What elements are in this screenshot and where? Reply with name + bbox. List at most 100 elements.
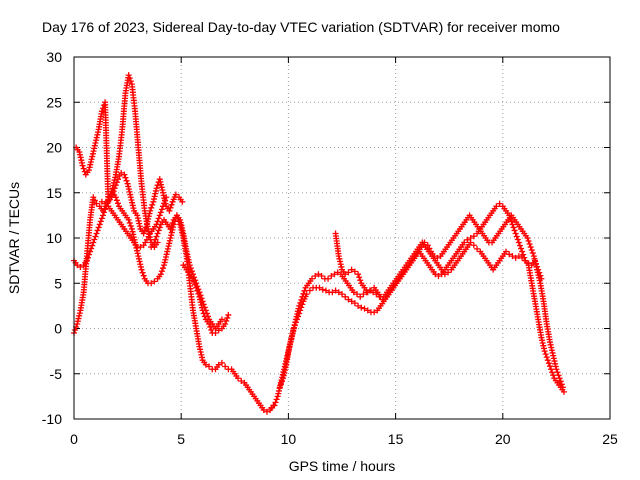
data-point (435, 273, 442, 280)
data-point-fill (97, 218, 104, 225)
data-point (329, 289, 336, 296)
data-point (325, 275, 332, 282)
data-point-fill (113, 197, 120, 204)
data-point-fill (520, 251, 527, 258)
data-point (143, 236, 150, 243)
data-point-fill (192, 281, 199, 288)
data-point (461, 239, 468, 246)
plot-frame (73, 56, 611, 420)
data-point (98, 198, 105, 205)
data-point (151, 278, 158, 285)
data-point-fill (101, 209, 108, 216)
data-point (121, 171, 128, 178)
data-point (238, 377, 245, 384)
data-point (138, 266, 145, 273)
y-tick-label: -5 (50, 366, 63, 382)
data-point (96, 221, 103, 228)
data-point-fill (169, 219, 176, 226)
data-point (222, 363, 229, 370)
data-point (156, 212, 163, 219)
data-point-fill (152, 236, 159, 243)
data-point (153, 185, 160, 192)
data-point-fill (516, 242, 523, 249)
data-point-fill (176, 218, 183, 225)
data-point-fill (149, 201, 156, 208)
data-point (268, 405, 275, 412)
data-point-fill (123, 177, 130, 184)
data-point (342, 271, 349, 278)
data-point (350, 289, 357, 296)
data-point-fill (114, 200, 121, 207)
data-point (90, 239, 97, 246)
data-point (496, 200, 503, 207)
data-point (173, 212, 180, 219)
data-point-fill (141, 227, 148, 234)
data-point-fill (513, 233, 520, 240)
data-point (354, 291, 361, 298)
data-point (470, 233, 477, 240)
data-point-fill (142, 224, 149, 231)
series-track-1 (71, 72, 161, 337)
data-point (159, 203, 166, 210)
data-point (512, 254, 519, 261)
data-points (71, 72, 567, 415)
data-point (515, 239, 522, 246)
data-point (339, 291, 345, 298)
data-point (364, 307, 371, 314)
grid-lines (74, 57, 610, 419)
data-point-fill (127, 78, 134, 85)
data-point (351, 300, 358, 307)
data-point-fill (113, 179, 120, 186)
data-point (74, 262, 81, 269)
data-point (464, 236, 471, 243)
data-point (140, 230, 147, 237)
data-point-fill (167, 204, 174, 211)
data-point-fill (194, 287, 201, 294)
data-point-fill (508, 218, 515, 225)
data-point (544, 357, 551, 364)
data-point-fill (92, 233, 99, 240)
data-point (515, 253, 522, 260)
data-point (77, 263, 84, 270)
data-point (474, 245, 481, 252)
data-point (357, 293, 364, 300)
x-tick-label: 0 (70, 431, 78, 447)
data-point (316, 284, 323, 291)
data-point (90, 194, 97, 201)
data-point (154, 230, 161, 237)
data-point (153, 221, 160, 228)
data-point (114, 176, 121, 183)
data-point-fill (511, 227, 518, 234)
data-point (328, 273, 335, 280)
data-point-fill (554, 369, 561, 376)
data-point-fill (555, 372, 562, 379)
data-point (371, 309, 378, 316)
data-point (308, 275, 315, 282)
data-point (355, 271, 362, 278)
data-point (93, 200, 100, 207)
data-point-fill (161, 200, 168, 207)
data-point-fill (91, 197, 98, 204)
data-point (509, 253, 516, 260)
data-point (112, 194, 119, 201)
data-point-fill (102, 206, 109, 213)
data-point (83, 257, 90, 264)
data-point (441, 271, 448, 278)
data-point (559, 384, 566, 391)
data-point-fill (159, 265, 166, 272)
data-point-fill (140, 272, 147, 279)
data-point (535, 266, 542, 273)
data-point (147, 207, 154, 214)
data-point-fill (158, 206, 165, 213)
data-point (137, 244, 144, 251)
data-point-fill (528, 247, 535, 254)
data-point-fill (534, 263, 541, 270)
data-point (189, 275, 196, 282)
data-point-fill (195, 290, 202, 297)
data-point (319, 286, 326, 293)
data-point-fill (154, 218, 161, 225)
data-point (360, 291, 367, 298)
data-point-fill (557, 378, 564, 385)
data-point (467, 239, 474, 246)
